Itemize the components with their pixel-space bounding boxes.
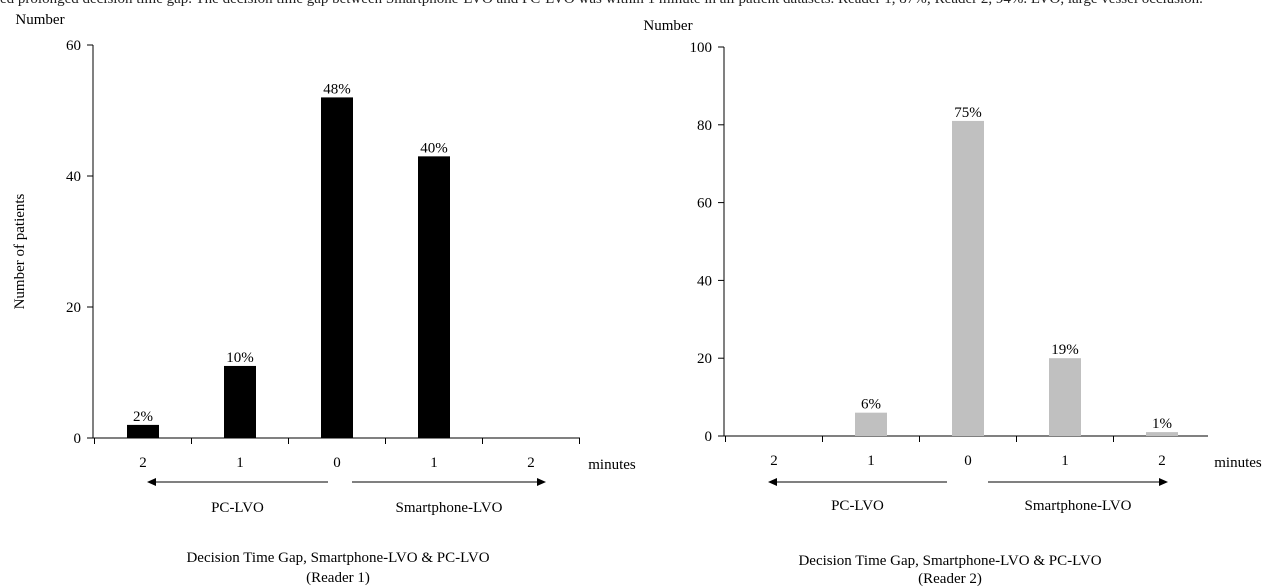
y-tick-label: 40 (66, 169, 81, 185)
x-tick-label: 2 (527, 455, 535, 471)
y-tick-label: 60 (66, 38, 81, 54)
y-tick-label: 100 (690, 40, 713, 56)
y-tick-label: 0 (705, 429, 713, 445)
y-top-label: Number (643, 18, 692, 34)
chart-caption-line2: (Reader 2) (918, 571, 982, 587)
bar-data-label: 19% (1051, 342, 1079, 358)
x-axis-unit: minutes (1214, 455, 1262, 471)
arrow-label-smartphone-lvo: Smartphone-LVO (1025, 498, 1132, 514)
chart-reader-2: 0 20 40 60 80 100 Number 2 1 0 1 2 minutes 6% 75% 19% 1%… (643, 18, 1261, 587)
bar-data-label: 40% (420, 140, 448, 156)
bar-data-label: 75% (954, 105, 982, 121)
bar (321, 97, 353, 439)
caption-fragment-text: ed prolonged decision time gap. The deci… (0, 0, 1203, 8)
bar (1049, 358, 1081, 436)
chart-caption-line2: (Reader 1) (306, 570, 370, 586)
bar (418, 156, 450, 438)
bar-data-label: 2% (133, 409, 153, 425)
arrow-left-head (147, 478, 156, 486)
x-tick-label: 1 (867, 453, 875, 469)
chart-caption-line1: Decision Time Gap, Smartphone-LVO & PC-L… (186, 550, 489, 566)
x-tick-label: 2 (139, 455, 147, 471)
arrow-label-pc-lvo: PC-LVO (831, 498, 884, 514)
y-tick-label: 20 (697, 351, 712, 367)
x-axis-unit: minutes (588, 457, 636, 473)
arrow-right-head (1159, 478, 1168, 486)
x-tick-label: 0 (333, 455, 341, 471)
arrow-label-smartphone-lvo: Smartphone-LVO (396, 500, 503, 516)
y-tick-label: 80 (697, 118, 712, 134)
x-tick-label: 1 (430, 455, 438, 471)
arrow-label-pc-lvo: PC-LVO (211, 500, 264, 516)
arrow-right-head (537, 478, 546, 486)
bar-data-label: 10% (226, 350, 254, 366)
x-tick-label: 0 (964, 453, 972, 469)
x-tick-label: 2 (770, 453, 778, 469)
y-tick-label: 40 (697, 273, 712, 289)
bar-data-label: 48% (323, 81, 351, 97)
x-tick-label: 1 (1061, 453, 1069, 469)
x-tick-label: 1 (236, 455, 244, 471)
y-tick-label: 20 (66, 300, 81, 316)
bar (1146, 432, 1178, 436)
y-tick-label: 0 (74, 431, 82, 447)
y-top-label: Number (15, 12, 64, 28)
bar-data-label: 1% (1152, 416, 1172, 432)
bar (224, 365, 256, 438)
chart-caption-line1: Decision Time Gap, Smartphone-LVO & PC-L… (798, 553, 1101, 569)
bar-data-label: 6% (861, 397, 881, 413)
bar (855, 412, 887, 436)
x-tick-label: 2 (1158, 453, 1166, 469)
y-axis-label: Number of patients (12, 193, 28, 309)
y-tick-label: 60 (697, 196, 712, 212)
bar (952, 120, 984, 436)
bar (127, 424, 159, 438)
arrow-left-head (768, 478, 777, 486)
figure-caption-fragment: ed prolonged decision time gap. The deci… (0, 0, 1273, 11)
